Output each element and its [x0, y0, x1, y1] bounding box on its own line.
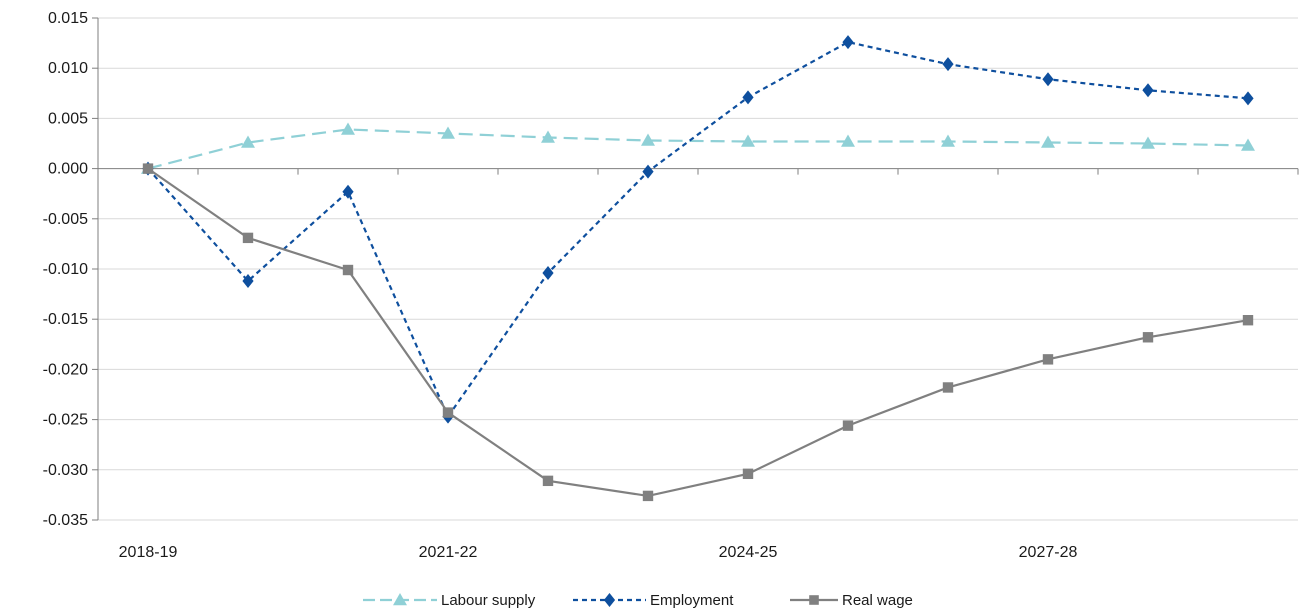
data-point [809, 595, 819, 605]
data-point [542, 475, 554, 487]
data-point [1041, 135, 1055, 148]
legend-item: Real wage [790, 592, 913, 609]
data-point [1141, 136, 1155, 149]
y-tick-label: 0.010 [48, 60, 88, 77]
y-tick-label: -0.015 [43, 311, 88, 328]
data-point [841, 134, 855, 147]
data-point [1142, 332, 1154, 343]
data-point [342, 184, 354, 199]
series-labour-supply [141, 122, 1255, 174]
y-tick-label: -0.030 [43, 462, 88, 479]
data-point [942, 57, 954, 72]
data-point [1242, 91, 1254, 106]
series-line [147, 128, 1249, 170]
data-point [1042, 354, 1054, 365]
series-line [147, 167, 1249, 498]
legend-label: Employment [650, 592, 734, 609]
legend-item: Employment [573, 592, 734, 609]
series-line [147, 40, 1249, 419]
y-tick-label: -0.025 [43, 412, 88, 429]
legend-item: Labour supply [363, 592, 536, 609]
data-point [941, 134, 955, 147]
x-tick-label: 2018-19 [119, 544, 178, 561]
data-point [742, 468, 754, 480]
data-point [1142, 83, 1154, 98]
gridlines [98, 17, 1298, 521]
series-layer [141, 35, 1255, 502]
data-point [742, 90, 754, 105]
axes: 0.015 0.010 0.005 0.000 -0.005 -0.010 -0.015 -0… [43, 10, 1299, 561]
x-tick-label: 2024-25 [719, 544, 778, 561]
data-point [442, 407, 454, 418]
y-tick-label: 0.015 [48, 10, 88, 27]
data-point [242, 232, 254, 244]
data-point [942, 382, 954, 393]
legend-label: Labour supply [441, 592, 536, 609]
data-point [341, 122, 355, 135]
x-tick-label: 2027-28 [1019, 544, 1078, 561]
data-point [1042, 72, 1054, 87]
data-point [393, 593, 407, 606]
data-point [842, 420, 854, 431]
data-point [441, 126, 455, 139]
data-point [242, 274, 254, 289]
data-point [642, 490, 654, 502]
y-tick-label: -0.035 [43, 512, 88, 529]
y-tick-label: -0.005 [43, 211, 88, 228]
data-point [741, 134, 755, 147]
data-point [1241, 138, 1255, 151]
data-point [1242, 315, 1254, 326]
y-tick-label: 0.005 [48, 110, 88, 127]
data-point [842, 35, 854, 50]
y-tick-label: -0.020 [43, 361, 88, 378]
data-point [603, 593, 616, 607]
series-real-wage [142, 163, 1254, 502]
legend: Labour supply Employment Real wage [363, 592, 913, 609]
x-tick-label: 2021-22 [419, 544, 478, 561]
series-employment [142, 35, 1254, 424]
y-tick-label: 0.000 [48, 161, 88, 178]
data-point [142, 163, 154, 174]
data-point [241, 135, 255, 148]
y-tick-label: -0.010 [43, 261, 88, 278]
data-point [542, 266, 554, 281]
data-point [642, 164, 654, 179]
data-point [641, 133, 655, 146]
legend-label: Real wage [842, 592, 913, 609]
data-point [342, 264, 354, 276]
data-point [541, 130, 555, 143]
